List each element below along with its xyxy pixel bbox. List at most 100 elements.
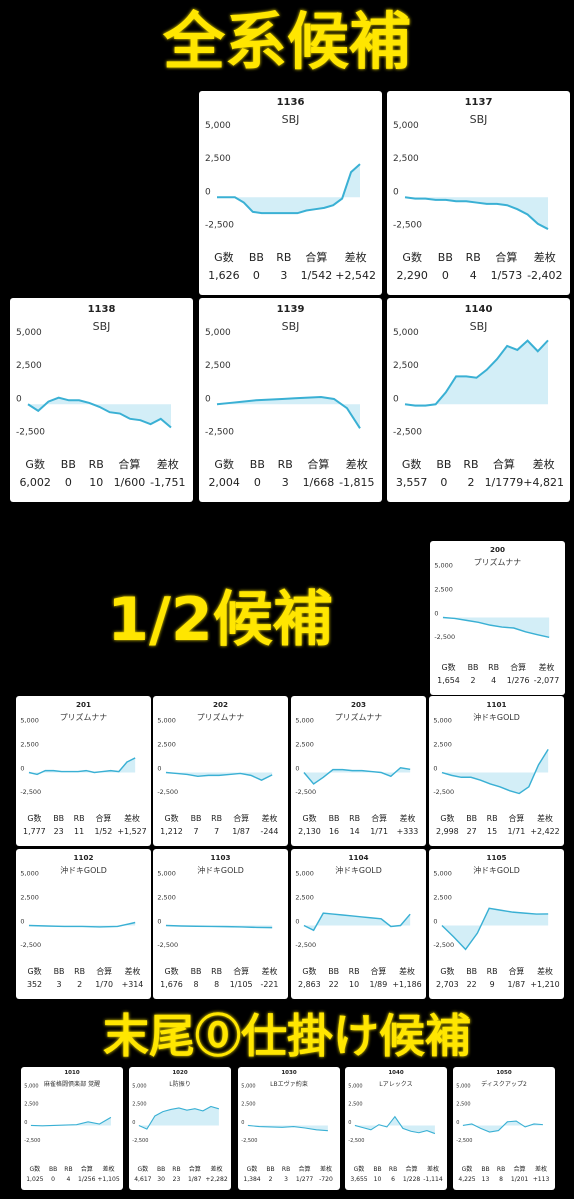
diff-area [442,617,550,638]
stat-value-combined: 1/87 [507,979,526,989]
diff-line [165,924,273,929]
stat-label: G数 [302,813,317,823]
diff-graph: 5,000 2,500 0 -2,500 [393,328,549,437]
diff-area [217,396,360,429]
stats-table: G数 BB RB 合算 差枚 3,655 10 6 1/228 -1,114 [345,1165,447,1185]
machine-card-1040: 1040 Lアレックス 5,000 2,500 0 -2,500 G数 BB RB 合算 差枚 3,6… [345,1067,447,1190]
stat-label: 合算 [405,1165,418,1173]
y-tick-label: 2,500 [157,893,176,901]
stats-table: G数 BB RB 合算 差枚 2,863 22 10 1/89 +1,186 [291,966,426,992]
stat-value-rb: 9 [489,979,495,989]
stat-label: RB [74,966,86,976]
machine-card-1050: 1050 ディスクアップ2 5,000 2,500 0 -2,500 G数 BB RB 合算 差枚 4… [453,1067,555,1190]
stat-value-combined: 1/89 [369,979,388,989]
stat-label: G数 [214,251,234,264]
machine-number: 1137 [464,97,493,108]
diff-area [405,197,548,230]
machine-model: プリズムナナ [59,712,108,722]
y-tick-label: 5,000 [295,717,314,725]
machine-card-202: 202 プリズムナナ 5,000 2,500 0 -2,500 G数 BB RB 合算 差枚 1,21… [153,696,288,846]
stat-value-diff: +333 [396,826,419,836]
y-tick-label: -2,500 [295,941,316,949]
y-tick-label: 5,000 [295,870,314,878]
stat-value-games: 1,212 [160,826,183,836]
stat-value-bb: 2 [268,1175,273,1183]
y-tick-label: 0 [16,394,22,404]
y-tick-label: 0 [348,1120,351,1126]
y-tick-label: 5,000 [20,870,39,878]
stat-value-games: 6,002 [19,476,51,489]
stat-value-bb: 22 [466,979,477,989]
stat-value-bb: 10 [373,1175,382,1183]
stat-value-games: 1,025 [26,1175,44,1183]
stats-table: G数 BB RB 合算 差枚 2,703 22 9 1/87 +1,210 [429,966,564,992]
heading-half: 1/2候補 [107,585,333,655]
machine-card-1010: 1010 麻雀格闘倶楽部 覚醒 5,000 2,500 0 -2,500 G数 BB RB 合算 差… [21,1067,123,1190]
machine-card-1139: 1139 SBJ 5,000 2,500 0 -2,500 G数 BB RB 合算 差枚 2,004 0… [199,298,382,502]
stat-value-rb: 8 [499,1175,503,1183]
diff-area [354,1116,435,1134]
machine-model: LBエヴァ約束 [270,1081,308,1089]
diff-line [216,163,361,215]
stat-value-diff: +2,542 [335,269,376,282]
y-tick-label: 5,000 [157,717,176,725]
machine-card-200: 200 プリズムナナ 5,000 2,500 0 -2,500 G数 BB RB 合算 差枚 1,65… [430,541,565,695]
machine-number: 1103 [210,853,231,863]
stat-label: BB [190,966,202,976]
diff-line [28,921,136,928]
diff-line [442,616,550,639]
machine-card-1136: 1136 SBJ 5,000 2,500 0 -2,500 G数 BB RB 合算 差枚 1,626 0… [199,91,382,295]
stat-value-bb: 2 [470,675,476,685]
stat-label: RB [281,1165,291,1173]
stat-value-diff: -720 [319,1175,333,1183]
stat-value-combined: 1/201 [510,1175,529,1183]
machine-number: 203 [350,700,366,710]
machine-card-1103: 1103 沖ドキGOLD 5,000 2,500 0 -2,500 G数 BB RB 合算 差枚 1,… [153,849,288,999]
y-tick-label: 2,500 [205,154,231,164]
stats-table: G数 BB RB 合算 差枚 2,004 0 3 1/668 -1,815 [199,456,382,492]
y-tick-label: 5,000 [20,717,39,725]
stat-value-diff: -2,077 [533,675,560,685]
machine-number: 1040 [388,1070,404,1077]
machine-model: プリズムナナ [196,712,245,722]
diff-graph: 5,000 2,500 0 -2,500 [24,1083,112,1144]
diff-area [441,908,549,950]
y-tick-label: -2,500 [20,788,41,796]
machine-card-1101: 1101 沖ドキGOLD 5,000 2,500 0 -2,500 G数 BB RB 合算 差枚 2,… [429,696,564,846]
diff-line [165,771,273,781]
y-tick-label: 0 [205,187,211,197]
y-tick-label: 0 [393,394,399,404]
stat-value-rb: 2 [467,476,475,489]
machine-card-201: 201 プリズムナナ 5,000 2,500 0 -2,500 G数 BB RB 合算 差枚 1,77… [16,696,151,846]
stat-label: RB [73,813,85,823]
stat-label: BB [328,813,340,823]
y-tick-label: 2,500 [295,740,314,748]
stat-label: 合算 [307,458,330,471]
machine-model: L防振り [169,1081,191,1089]
machine-model: SBJ [281,320,300,333]
stat-label: G数 [302,966,317,976]
diff-line [441,749,549,795]
stat-value-diff: -221 [260,979,279,989]
stat-value-diff: +1,105 [97,1175,120,1183]
stat-label: RB [172,1165,181,1173]
diff-line [216,395,361,429]
stat-value-diff: +314 [121,979,144,989]
y-tick-label: -2,500 [16,427,45,437]
y-tick-label: -2,500 [157,941,178,949]
y-tick-label: -2,500 [205,220,234,230]
y-tick-label: 0 [157,764,161,772]
diff-graph: 5,000 2,500 0 -2,500 [241,1083,328,1144]
machine-model: SBJ [469,320,488,333]
heading-all-settings: 全系候補 [162,5,411,78]
stat-value-combined: 1/256 [78,1175,96,1183]
stat-label: 合算 [118,458,141,471]
diff-line [30,1116,112,1127]
stat-value-diff: +2,422 [530,826,560,836]
stats-table: G数 BB RB 合算 差枚 2,130 16 14 1/71 +333 [291,813,426,839]
stat-label: G数 [137,1165,149,1173]
stat-label: G数 [246,1165,258,1173]
y-tick-label: 2,500 [456,1102,470,1108]
stat-label: BB [60,458,76,471]
stat-value-rb: 23 [172,1175,181,1183]
